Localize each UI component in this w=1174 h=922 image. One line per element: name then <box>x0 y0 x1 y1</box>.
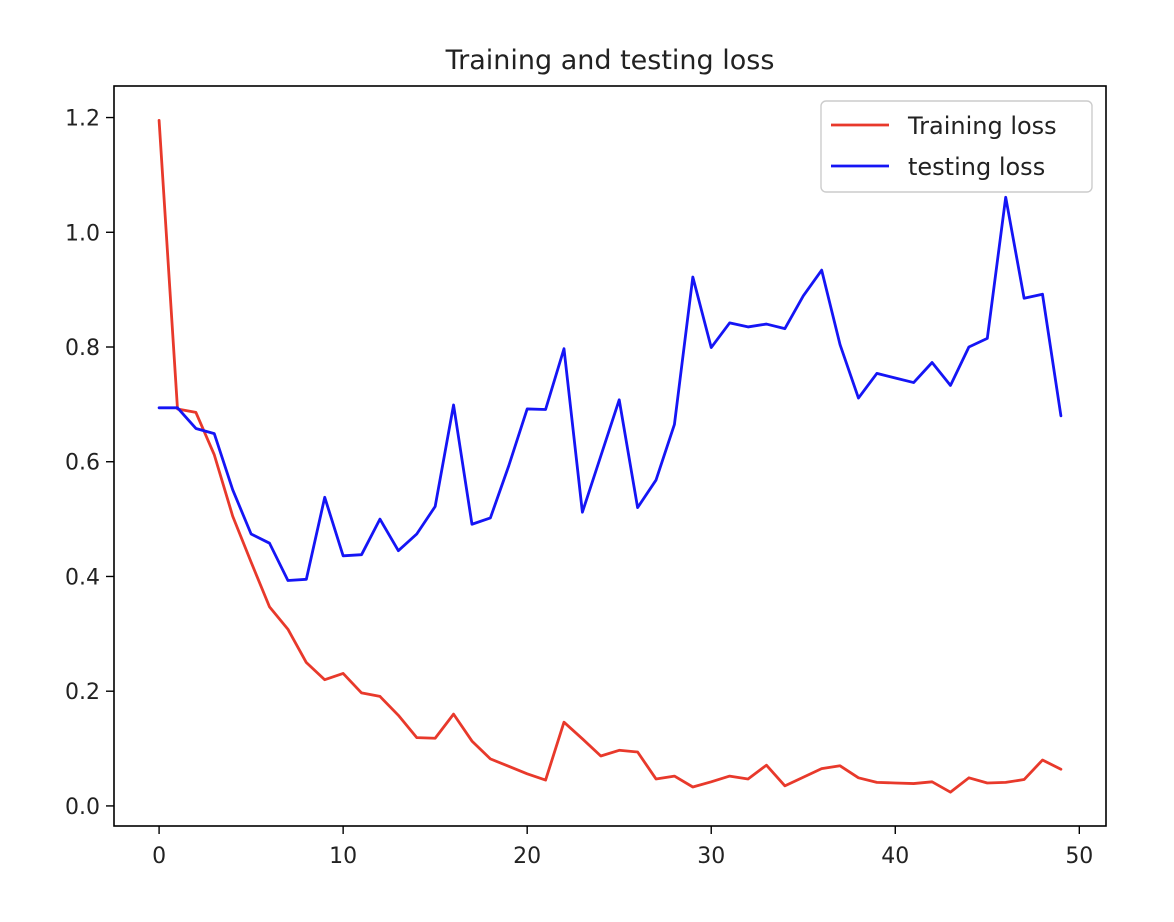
x-axis: 0 10 20 30 40 50 <box>152 826 1093 869</box>
x-tick-label: 20 <box>513 844 541 869</box>
chart-title: Training and testing loss <box>445 45 775 76</box>
y-tick-label: 1.0 <box>65 221 100 246</box>
series-layer <box>157 119 1063 794</box>
series-line-testing-loss <box>157 195 1063 582</box>
legend-label: testing loss <box>908 153 1045 181</box>
y-axis: 0.0 0.2 0.4 0.6 0.8 1.0 1.2 <box>65 107 114 820</box>
y-tick-label: 0.0 <box>65 795 100 820</box>
x-tick-label: 0 <box>152 844 166 869</box>
y-tick-label: 0.8 <box>65 336 100 361</box>
y-tick-label: 0.2 <box>65 680 100 705</box>
legend: Training loss testing loss <box>820 100 1093 193</box>
y-tick-label: 0.4 <box>65 565 100 590</box>
series-line-training-loss <box>157 119 1063 794</box>
axes-frame <box>113 85 1107 827</box>
x-tick-label: 10 <box>329 844 357 869</box>
x-tick-label: 50 <box>1065 844 1093 869</box>
plot-area <box>113 85 1107 827</box>
x-tick-label: 40 <box>881 844 909 869</box>
y-tick-label: 0.6 <box>65 451 100 476</box>
y-tick-label: 1.2 <box>65 107 100 132</box>
legend-label: Training loss <box>907 112 1057 140</box>
x-tick-label: 30 <box>697 844 725 869</box>
